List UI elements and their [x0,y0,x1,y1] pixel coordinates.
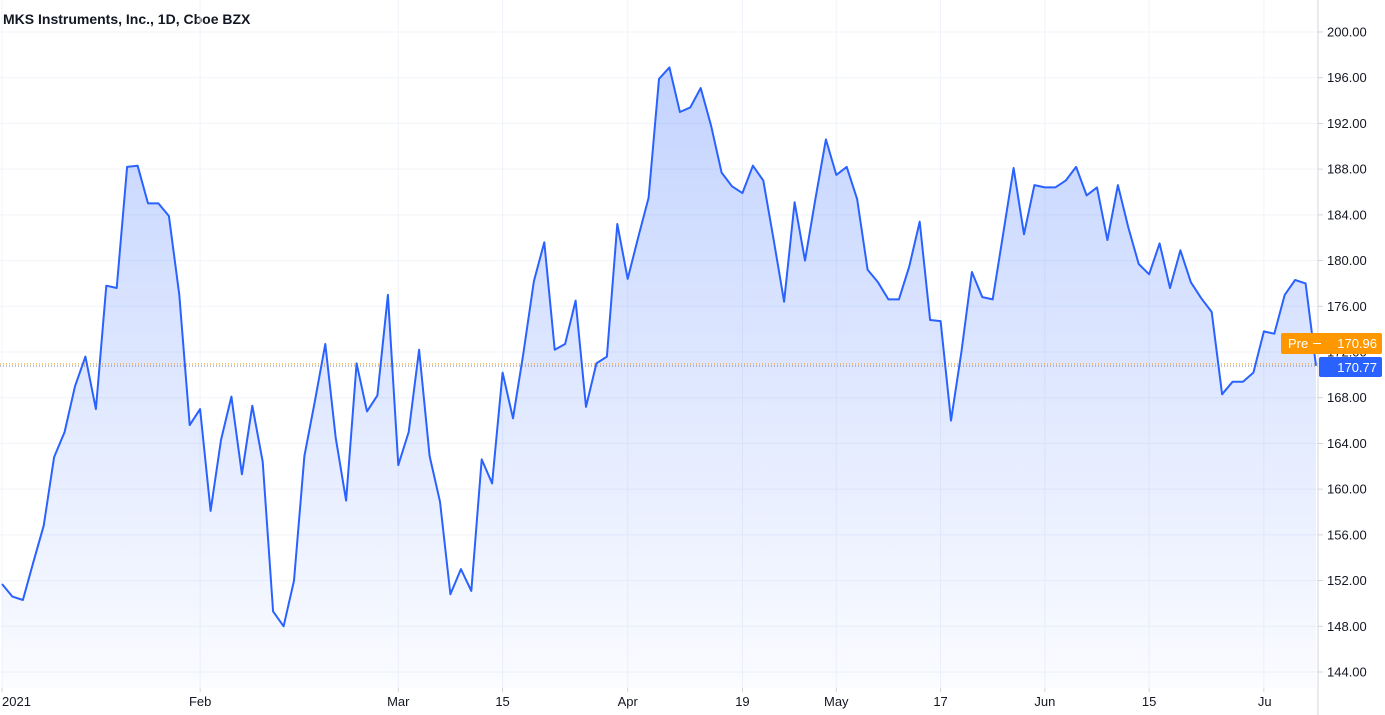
price-series-line [1,66,1317,628]
x-tick-label: 15 [495,694,509,709]
price-area-fill [2,67,1316,688]
x-tick-label: Ju [1258,694,1272,709]
chart-title: MKS Instruments, Inc., 1D, Cboe BZX [3,11,251,27]
y-tick-label: 192.00 [1327,116,1367,131]
y-tick-label: 152.00 [1327,573,1367,588]
y-tick-label: 184.00 [1327,207,1367,222]
x-tick-label: Mar [387,694,410,709]
x-axis[interactable]: 2021 Feb Mar 15 Apr 19 May 17 Jun 15 Ju [1,688,1272,709]
y-tick-label: 164.00 [1327,436,1367,451]
y-tick-label: 148.00 [1327,619,1367,634]
x-tick-label: Apr [618,694,639,709]
pre-market-value: 170.96 [1337,336,1377,351]
y-tick-label: 180.00 [1327,253,1367,268]
x-tick-label: Jun [1034,694,1055,709]
pre-market-badge [1281,333,1382,354]
y-axis[interactable]: 200.00 196.00 192.00 188.00 184.00 180.00 176.… [1318,25,1367,680]
last-price-value: 170.77 [1337,360,1377,375]
x-tick-label: 15 [1142,694,1156,709]
y-tick-label: 188.00 [1327,162,1367,177]
x-tick-label: 2021 [2,694,31,709]
y-tick-label: 160.00 [1327,482,1367,497]
price-level-lines [0,363,1318,367]
last-price-badge [1319,357,1382,377]
y-tick-label: 168.00 [1327,390,1367,405]
y-tick-label: 200.00 [1327,25,1367,40]
y-tick-label: 144.00 [1327,665,1367,680]
y-tick-label: 156.00 [1327,527,1367,542]
price-badges: Pre 170.96 170.77 [1281,333,1382,377]
x-tick-label: Feb [189,694,211,709]
x-tick-label: May [824,694,849,709]
pre-market-label: Pre [1288,336,1308,351]
x-tick-label: 17 [933,694,947,709]
x-tick-label: 19 [735,694,749,709]
y-tick-label: 176.00 [1327,299,1367,314]
y-tick-label: 196.00 [1327,70,1367,85]
